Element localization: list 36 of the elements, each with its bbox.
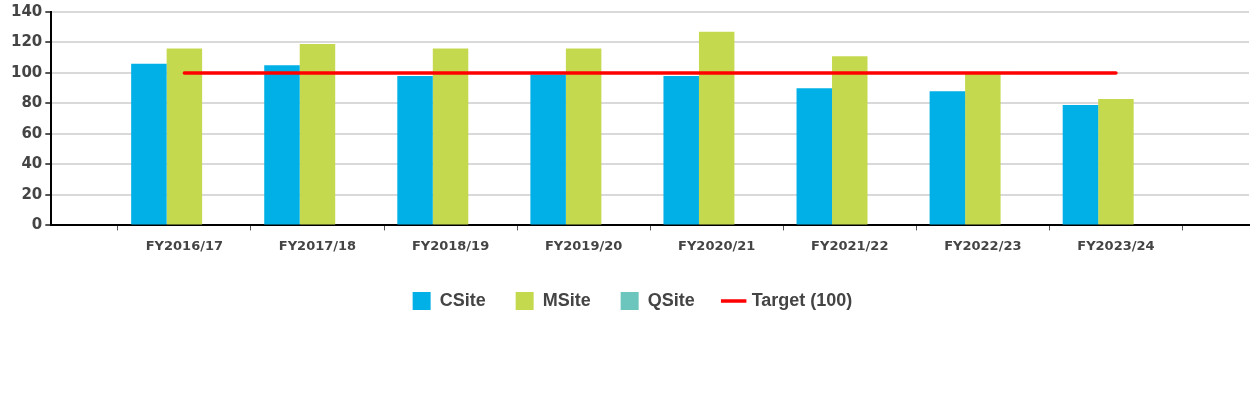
bar: [796, 88, 833, 225]
bar: [432, 48, 469, 225]
legend-label: CSite: [439, 289, 486, 310]
bar: [131, 63, 167, 225]
bar: [832, 56, 868, 225]
y-tick-label: 0: [31, 215, 43, 234]
x-tick-label: FY2021/22: [811, 237, 889, 253]
x-tick-label: FY2019/20: [544, 237, 623, 253]
bar: [698, 31, 735, 225]
bar: [397, 76, 433, 225]
bar: [299, 44, 336, 225]
x-tick-label: FY2018/19: [411, 237, 490, 253]
y-tick-label: 100: [11, 62, 43, 81]
bar: [565, 48, 602, 225]
x-tick-label: FY2017/18: [278, 237, 357, 253]
x-tick-label: FY2016/17: [145, 237, 224, 253]
legend-label: QSite: [647, 289, 695, 310]
legend-label: MSite: [542, 289, 591, 310]
bar: [663, 76, 699, 225]
y-tick-label: 40: [21, 154, 43, 173]
y-tick-label: 120: [11, 32, 43, 51]
bar: [1098, 98, 1134, 225]
bar: [530, 74, 566, 225]
legend-label: Target (100): [751, 289, 853, 310]
bar: [1062, 104, 1099, 225]
y-tick-label: 140: [11, 1, 43, 20]
x-tick-label: FY2020/21: [678, 237, 756, 253]
bar: [929, 91, 966, 225]
y-tick-label: 20: [21, 184, 43, 203]
x-tick-label: FY2022/23: [944, 237, 1022, 253]
y-tick-label: 80: [21, 93, 43, 112]
bar: [264, 65, 300, 225]
x-tick-label: FY2023/24: [1077, 237, 1155, 253]
bar: [166, 48, 203, 225]
bar: [965, 72, 1001, 225]
y-tick-label: 60: [21, 123, 43, 142]
